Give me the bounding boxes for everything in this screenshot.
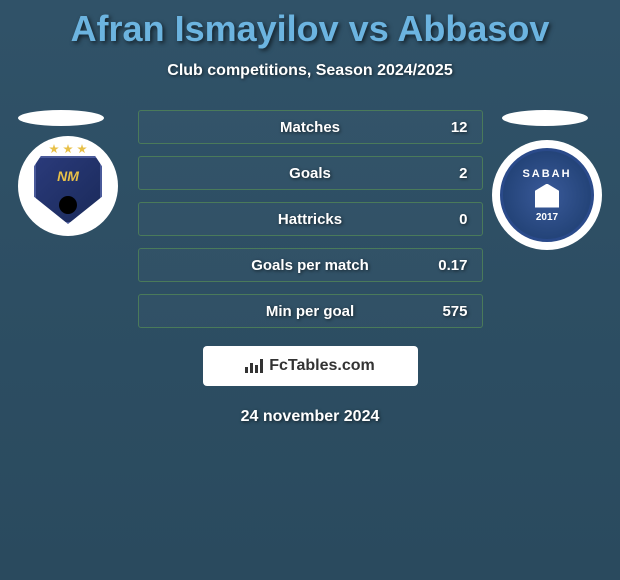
- stat-value: 575: [442, 303, 467, 320]
- player-right-panel: SABAH 2017: [502, 110, 602, 250]
- team-left-stars: [49, 144, 87, 154]
- team-right-year: 2017: [536, 212, 558, 223]
- stat-row-min-per-goal: Min per goal 575: [138, 294, 483, 328]
- player-left-name-banner: [18, 110, 104, 126]
- content-area: NM SABAH 2017 Matches 12 Goals 2 Hattric…: [0, 110, 620, 426]
- player-left-panel: NM: [18, 110, 118, 236]
- branding-text: FcTables.com: [269, 357, 375, 375]
- stat-label: Min per goal: [266, 303, 354, 320]
- season-subtitle: Club competitions, Season 2024/2025: [0, 62, 620, 80]
- stat-value: 0: [459, 211, 467, 228]
- stat-value: 0.17: [438, 257, 467, 274]
- stat-row-matches: Matches 12: [138, 110, 483, 144]
- team-left-ball-icon: [59, 196, 77, 214]
- branding-box: FcTables.com: [203, 346, 418, 386]
- stat-row-goals: Goals 2: [138, 156, 483, 190]
- team-left-badge: NM: [18, 136, 118, 236]
- stat-label: Goals per match: [251, 257, 369, 274]
- team-right-shield: SABAH 2017: [500, 148, 594, 242]
- stat-row-hattricks: Hattricks 0: [138, 202, 483, 236]
- team-right-badge: SABAH 2017: [492, 140, 602, 250]
- team-right-building-icon: [535, 184, 559, 208]
- team-right-text: SABAH: [522, 168, 571, 180]
- player-right-name-banner: [502, 110, 588, 126]
- comparison-title: Afran Ismayilov vs Abbasov: [0, 0, 620, 50]
- stat-row-goals-per-match: Goals per match 0.17: [138, 248, 483, 282]
- stat-label: Hattricks: [278, 211, 342, 228]
- date-label: 24 november 2024: [0, 408, 620, 426]
- stat-value: 2: [459, 165, 467, 182]
- stat-label: Matches: [280, 119, 340, 136]
- stat-label: Goals: [289, 165, 331, 182]
- team-left-text: NM: [57, 168, 79, 184]
- chart-icon: [245, 359, 263, 373]
- stats-container: Matches 12 Goals 2 Hattricks 0 Goals per…: [138, 110, 483, 328]
- stat-value: 12: [451, 119, 468, 136]
